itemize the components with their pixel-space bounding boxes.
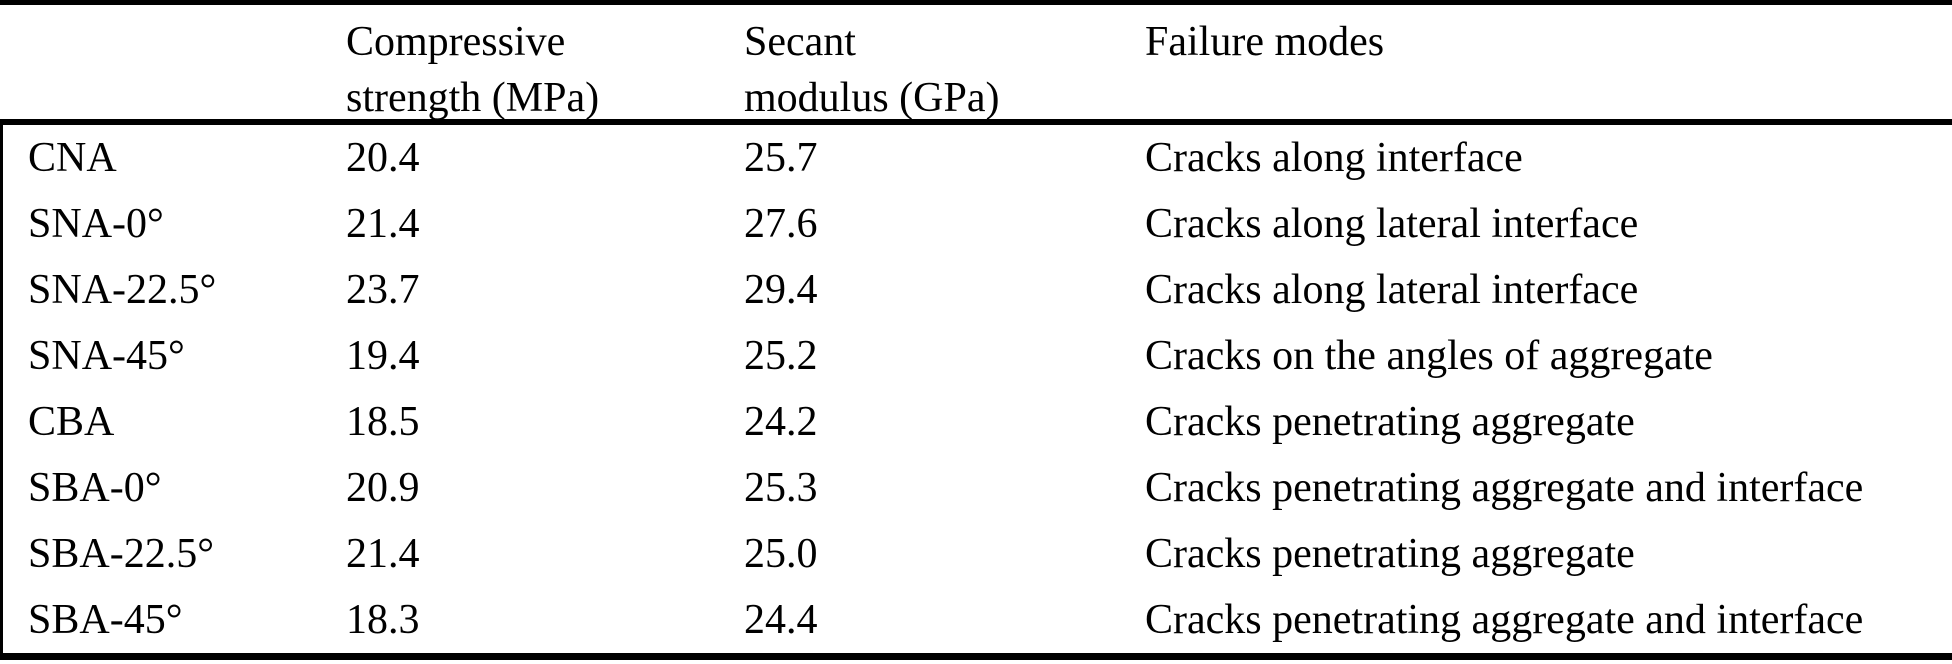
header-secant-line2: modulus (GPa) <box>744 75 1000 121</box>
secant-modulus-cell: 25.0 <box>744 531 818 577</box>
table-row: CNA 20.4 25.7 Cracks along interface <box>0 125 1952 191</box>
secant-modulus-cell: 27.6 <box>744 201 818 247</box>
compressive-strength-cell: 18.3 <box>346 597 420 643</box>
specimen-cell: SBA-22.5° <box>28 531 214 577</box>
specimen-cell: SNA-45° <box>28 333 185 379</box>
table-row: SBA-0° 20.9 25.3 Cracks penetrating aggr… <box>0 455 1952 521</box>
compressive-strength-cell: 23.7 <box>346 267 420 313</box>
compressive-strength-cell: 19.4 <box>346 333 420 379</box>
failure-mode-cell: Cracks penetrating aggregate and interfa… <box>1145 597 1864 643</box>
secant-modulus-cell: 24.4 <box>744 597 818 643</box>
header-failure-modes: Failure modes <box>1145 14 1952 126</box>
table-row: SNA-22.5° 23.7 29.4 Cracks along lateral… <box>0 257 1952 323</box>
failure-mode-cell: Cracks penetrating aggregate <box>1145 399 1635 445</box>
compressive-strength-cell: 20.9 <box>346 465 420 511</box>
table-row: SBA-45° 18.3 24.4 Cracks penetrating agg… <box>0 587 1952 653</box>
specimen-cell: CBA <box>28 399 115 445</box>
table-left-edge-line <box>0 125 3 653</box>
table-bottom-rule <box>0 653 1952 660</box>
table-row: SNA-45° 19.4 25.2 Cracks on the angles o… <box>0 323 1952 389</box>
table-body: CNA 20.4 25.7 Cracks along interface SNA… <box>0 125 1952 653</box>
compressive-strength-cell: 21.4 <box>346 201 420 247</box>
failure-mode-cell: Cracks on the angles of aggregate <box>1145 333 1713 379</box>
header-compressive-line1: Compressive <box>346 19 566 65</box>
specimen-cell: CNA <box>28 135 117 181</box>
table-row: SBA-22.5° 21.4 25.0 Cracks penetrating a… <box>0 521 1952 587</box>
compressive-strength-cell: 20.4 <box>346 135 420 181</box>
table-header-row: Compressive strength (MPa) Secant modulu… <box>0 5 1952 126</box>
header-secant-line1: Secant <box>744 19 856 65</box>
table-header-rule <box>0 119 1952 125</box>
compressive-strength-cell: 18.5 <box>346 399 420 445</box>
header-specimen-column <box>0 14 346 126</box>
secant-modulus-cell: 25.2 <box>744 333 818 379</box>
table-row: CBA 18.5 24.2 Cracks penetrating aggrega… <box>0 389 1952 455</box>
header-compressive-strength: Compressive strength (MPa) <box>346 14 744 126</box>
failure-mode-cell: Cracks along interface <box>1145 135 1523 181</box>
header-secant-modulus: Secant modulus (GPa) <box>744 14 1145 126</box>
specimen-cell: SBA-45° <box>28 597 183 643</box>
table-top-rule <box>0 0 1952 5</box>
secant-modulus-cell: 24.2 <box>744 399 818 445</box>
specimen-cell: SBA-0° <box>28 465 162 511</box>
header-failure-line1: Failure modes <box>1145 19 1385 65</box>
failure-mode-cell: Cracks penetrating aggregate <box>1145 531 1635 577</box>
failure-mode-cell: Cracks penetrating aggregate and interfa… <box>1145 465 1864 511</box>
secant-modulus-cell: 25.3 <box>744 465 818 511</box>
header-compressive-line2: strength (MPa) <box>346 75 600 121</box>
failure-mode-cell: Cracks along lateral interface <box>1145 201 1639 247</box>
secant-modulus-cell: 29.4 <box>744 267 818 313</box>
specimen-cell: SNA-22.5° <box>28 267 217 313</box>
secant-modulus-cell: 25.7 <box>744 135 818 181</box>
specimen-cell: SNA-0° <box>28 201 164 247</box>
table-row: SNA-0° 21.4 27.6 Cracks along lateral in… <box>0 191 1952 257</box>
compressive-strength-cell: 21.4 <box>346 531 420 577</box>
failure-mode-cell: Cracks along lateral interface <box>1145 267 1639 313</box>
